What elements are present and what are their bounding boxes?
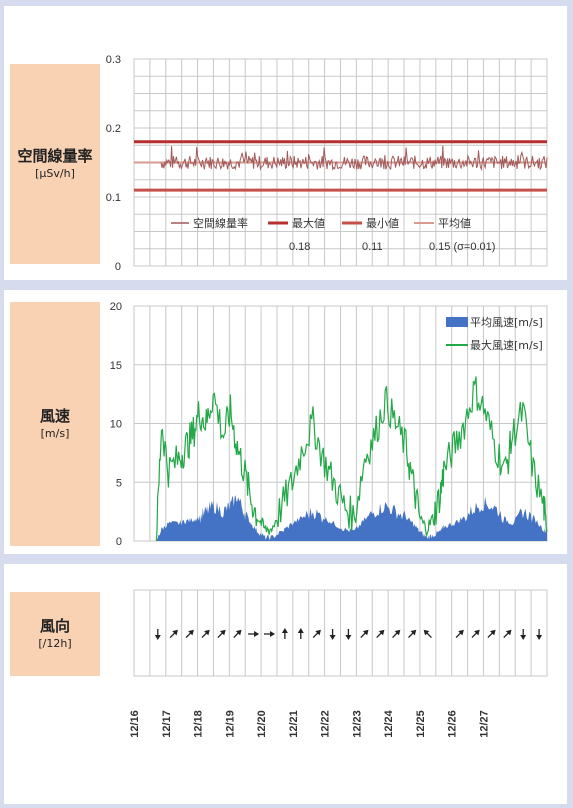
arrow-head: [489, 629, 496, 636]
radiation-chart: 0 0.1 0.2 0.3 空間線量率 最大値 最小値 平均値 0.18 0.11 0.15 (σ=…: [106, 54, 548, 273]
y-tick-label: 0.1: [106, 192, 121, 204]
wind-speed-label: 風速: [39, 407, 70, 425]
y-tick-label: 0: [116, 536, 122, 548]
wind-direction-arrow: [503, 629, 512, 638]
y-tick-label: 20: [110, 301, 122, 313]
arrow-head: [520, 635, 527, 640]
legend-label-max: 最大値: [292, 216, 325, 230]
legend-swatch-avg-wind: [446, 317, 468, 327]
x-date-label: 12/22: [320, 710, 332, 738]
wind-direction-arrow: [455, 629, 464, 638]
arrow-head: [219, 629, 226, 636]
radiation-unit: [μSv/h]: [35, 167, 75, 180]
max-wind-line: [155, 376, 548, 542]
legend-label-min: 最小値: [366, 217, 399, 230]
arrow-head: [458, 629, 464, 636]
arrow-head: [474, 629, 480, 636]
wind-direction-arrow: [248, 631, 260, 637]
wind-direction-arrow: [360, 629, 369, 638]
wind-direction-arrow: [169, 629, 178, 638]
x-date-label: 12/17: [161, 710, 173, 738]
arrow-head: [423, 629, 430, 636]
wind-direction-arrow: [536, 629, 543, 640]
wind-direction-arrow: [345, 629, 352, 640]
arrow-head: [297, 628, 304, 633]
avg-wind-area: [156, 495, 547, 541]
wind-direction-arrow: [520, 629, 527, 640]
y-tick-label: 0.3: [106, 54, 121, 66]
wind-direction-arrow: [376, 629, 385, 638]
arrow-head: [281, 628, 288, 633]
arrow-head: [345, 635, 352, 640]
arrow-head: [329, 635, 336, 640]
wind-direction-arrow: [471, 629, 480, 638]
radiation-series-line: [160, 145, 548, 171]
y-tick-label: 0: [115, 261, 121, 273]
wind-direction-arrow: [217, 629, 226, 638]
radiation-label-box: 空間線量率 [μSv/h]: [10, 64, 100, 264]
min-value-label: 0.11: [362, 241, 383, 253]
legend-label-max-wind: 最大風速[m/s]: [470, 338, 543, 352]
arrow-head: [270, 631, 275, 637]
x-date-label: 12/23: [351, 710, 363, 738]
arrow-head: [394, 629, 401, 636]
wind-direction-arrow: [329, 629, 336, 640]
wind-direction-arrow: [297, 628, 304, 639]
arrow-head: [536, 635, 543, 640]
wind-direction-chart: 12/16 12/17 12/18 12/19 12/20 12/21 12/22 12/23…: [129, 589, 548, 738]
legend-label-radiation: 空間線量率: [193, 216, 248, 230]
arrow-head: [505, 629, 512, 636]
x-date-label: 12/27: [479, 710, 491, 738]
x-date-label: 12/21: [288, 710, 300, 738]
wind-direction-panel: 風向 [/12h] 12/16 12/17 12/18 12/19 12/20 12/21…: [4, 564, 567, 804]
wind-speed-panel: 風速 [m/s] 0 5 10 15 20 平均風速[m/s] 最大風速[m/s]: [4, 290, 567, 554]
arrow-head: [188, 629, 194, 636]
wind-speed-label-box: 風速 [m/s]: [10, 302, 100, 546]
wind-direction-label-box: 風向 [/12h]: [10, 592, 100, 676]
y-tick-label: 10: [110, 419, 122, 431]
wind-direction-arrow: [185, 629, 194, 638]
arrow-head: [254, 631, 260, 637]
x-date-label: 12/24: [383, 709, 395, 737]
wind-direction-arrow: [423, 629, 432, 638]
legend-label-avg-wind: 平均風速[m/s]: [470, 316, 543, 329]
wind-direction-arrow: [392, 629, 401, 638]
y-tick-label: 0.2: [106, 123, 121, 135]
wind-direction-arrow: [154, 629, 161, 640]
x-date-label: 12/16: [129, 710, 141, 738]
avg-value-label: 0.15 (σ=0.01): [429, 241, 495, 253]
arrow-head: [204, 629, 210, 636]
x-date-label: 12/19: [224, 710, 236, 738]
arrow-head: [154, 635, 161, 640]
radiation-panel: 空間線量率 [μSv/h] 0 0.1 0.2 0.3 空間線量率 最大値 最小値 平均値 0.…: [4, 6, 567, 280]
x-date-label: 12/26: [447, 710, 459, 738]
wind-direction-arrow: [264, 631, 275, 637]
arrow-head: [410, 629, 417, 636]
arrow-head: [362, 629, 369, 636]
x-date-label: 12/18: [193, 710, 205, 738]
wind-direction-arrow: [312, 629, 321, 638]
x-date-label: 12/20: [256, 710, 268, 738]
y-tick-label: 5: [116, 477, 122, 489]
radiation-label: 空間線量率: [17, 147, 93, 165]
legend-label-avg: 平均値: [438, 217, 471, 230]
wind-direction-arrow: [233, 629, 242, 638]
wind-direction-arrow: [281, 628, 288, 639]
y-tick-label: 15: [110, 360, 122, 372]
arrow-head: [172, 629, 178, 636]
wind-direction-arrow: [487, 629, 496, 638]
arrow-head: [378, 629, 385, 636]
wind-speed-chart: 0 5 10 15 20 平均風速[m/s] 最大風速[m/s]: [110, 301, 548, 548]
arrow-head: [235, 629, 242, 636]
wind-direction-arrow: [201, 629, 210, 638]
wind-direction-arrow: [408, 629, 417, 638]
wind-speed-unit: [m/s]: [40, 427, 70, 440]
arrow-head: [315, 629, 321, 636]
max-value-label: 0.18: [289, 241, 310, 253]
wind-direction-label: 風向: [39, 617, 70, 635]
wind-direction-unit: [/12h]: [38, 637, 72, 650]
x-date-label: 12/25: [415, 710, 427, 738]
